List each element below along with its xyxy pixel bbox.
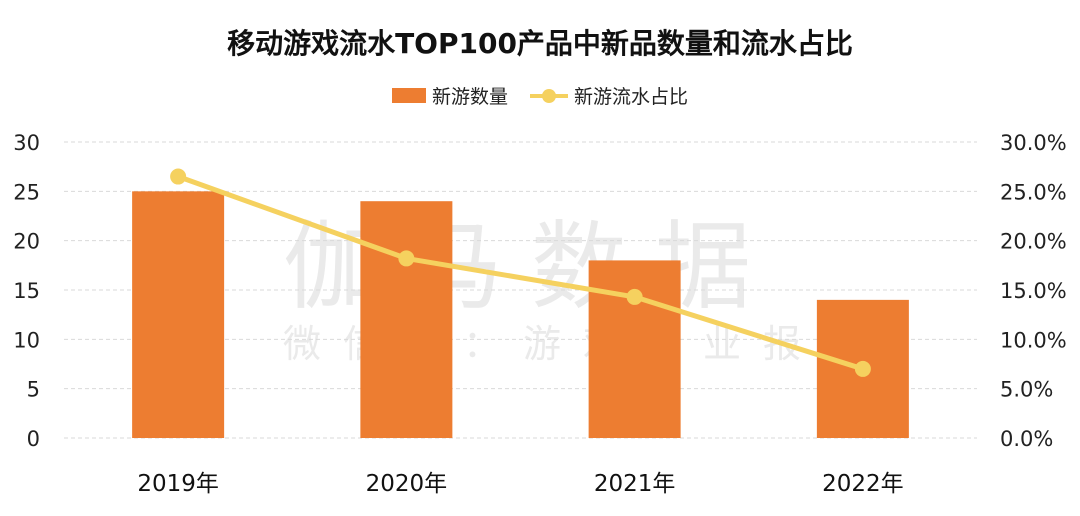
bar[interactable] [588,260,681,438]
right-tick-label: 20.0% [1000,230,1067,254]
line-path [177,174,864,372]
legend-label-line: 新游流水占比 [574,86,689,108]
legend-item-bar[interactable]: 新游数量 [391,82,508,109]
legend-line-swatch [530,88,568,104]
x-tick-label: 2019年 [137,471,219,497]
right-tick-label: 15.0% [1000,279,1067,303]
right-tick-label: 0.0% [1000,427,1053,451]
line-point[interactable] [398,250,415,267]
right-tick-label: 30.0% [1000,131,1067,155]
left-tick-label: 20 [13,230,40,254]
right-tick-label: 5.0% [1000,378,1053,402]
left-tick-label: 30 [13,131,40,155]
left-tick-label: 25 [13,180,40,204]
legend: 新游数量 新游流水占比 [0,82,1080,109]
watermark-main: 伽马数据 [283,211,779,323]
left-tick-label: 15 [13,279,40,303]
line-point[interactable] [854,360,871,377]
legend-item-line[interactable]: 新游流水占比 [530,82,688,109]
x-tick-label: 2020年 [366,471,448,497]
right-tick-label: 25.0% [1000,180,1067,204]
right-tick-label: 10.0% [1000,328,1067,352]
bar[interactable] [360,201,453,438]
bar[interactable] [132,191,225,438]
chart-title: 移动游戏流水TOP100产品中新品数量和流水占比 [227,27,853,60]
x-tick-label: 2022年 [822,471,904,497]
right-axis-ticks: 0.0% 5.0% 10.0% 15.0% 20.0% 25.0% 30.0% [1000,131,1067,451]
x-tick-label: 2021年 [594,471,676,497]
legend-label-bar: 新游数量 [431,86,508,108]
line-point[interactable] [626,288,643,305]
left-tick-label: 0 [27,427,40,451]
x-axis-ticks: 2019年 2020年 2021年 2022年 [137,471,903,497]
line-point[interactable] [170,168,187,185]
left-axis-ticks: 0 5 10 15 20 25 30 [13,131,40,451]
gridlines [64,141,977,439]
left-tick-label: 10 [13,328,40,352]
legend-bar-swatch [391,88,426,103]
left-tick-label: 5 [27,378,40,402]
line-series [170,168,871,377]
